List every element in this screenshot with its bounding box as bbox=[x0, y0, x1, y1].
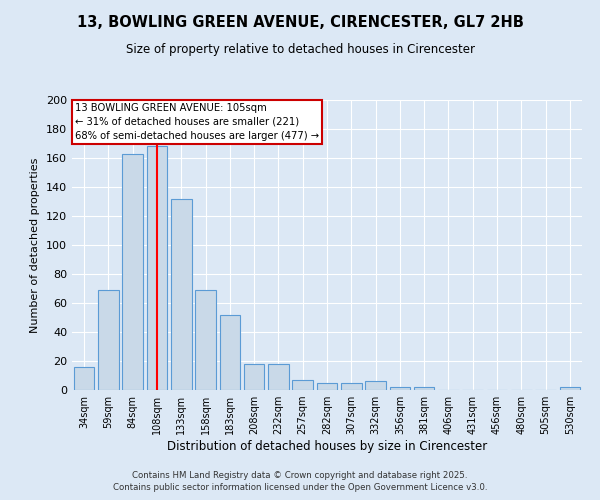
Bar bbox=[244, 364, 265, 390]
Bar bbox=[74, 367, 94, 390]
Bar bbox=[389, 387, 410, 390]
Text: 13 BOWLING GREEN AVENUE: 105sqm
← 31% of detached houses are smaller (221)
68% o: 13 BOWLING GREEN AVENUE: 105sqm ← 31% of… bbox=[74, 103, 319, 141]
Bar bbox=[220, 314, 240, 390]
Bar bbox=[317, 383, 337, 390]
Bar bbox=[98, 290, 119, 390]
Text: 13, BOWLING GREEN AVENUE, CIRENCESTER, GL7 2HB: 13, BOWLING GREEN AVENUE, CIRENCESTER, G… bbox=[77, 15, 523, 30]
Y-axis label: Number of detached properties: Number of detached properties bbox=[31, 158, 40, 332]
Bar bbox=[195, 290, 216, 390]
Bar bbox=[560, 387, 580, 390]
Bar bbox=[122, 154, 143, 390]
Text: Size of property relative to detached houses in Cirencester: Size of property relative to detached ho… bbox=[125, 42, 475, 56]
Bar bbox=[414, 387, 434, 390]
Bar bbox=[268, 364, 289, 390]
Bar bbox=[171, 198, 191, 390]
Bar bbox=[341, 383, 362, 390]
Bar bbox=[146, 146, 167, 390]
Bar bbox=[365, 382, 386, 390]
X-axis label: Distribution of detached houses by size in Cirencester: Distribution of detached houses by size … bbox=[167, 440, 487, 453]
Bar bbox=[292, 380, 313, 390]
Text: Contains HM Land Registry data © Crown copyright and database right 2025.
Contai: Contains HM Land Registry data © Crown c… bbox=[113, 471, 487, 492]
